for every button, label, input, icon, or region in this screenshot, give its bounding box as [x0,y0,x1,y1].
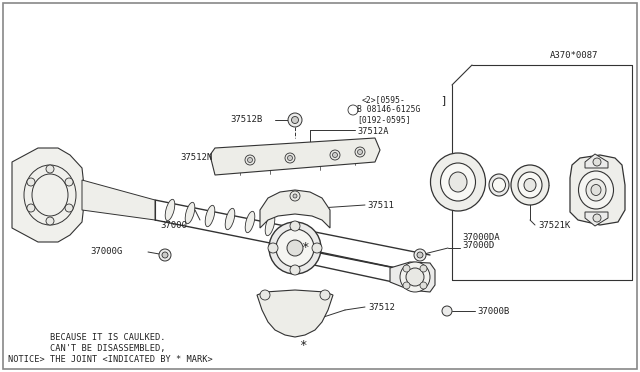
Ellipse shape [245,211,255,232]
Polygon shape [570,155,625,225]
Circle shape [27,178,35,186]
Ellipse shape [524,179,536,192]
Circle shape [593,214,601,222]
Text: 37511: 37511 [367,201,394,209]
Ellipse shape [400,262,430,292]
Circle shape [290,221,300,231]
Text: B 08146-6125G: B 08146-6125G [357,106,420,115]
Circle shape [291,116,298,124]
Ellipse shape [579,171,614,209]
Circle shape [420,265,427,272]
Circle shape [330,150,340,160]
Ellipse shape [586,179,606,201]
Circle shape [403,282,410,289]
Polygon shape [210,138,380,175]
Circle shape [248,157,253,163]
Ellipse shape [205,205,215,227]
Circle shape [65,204,73,212]
Text: <2>[0595-: <2>[0595- [362,96,406,105]
Text: 37512N: 37512N [180,154,212,163]
Polygon shape [257,290,333,337]
Circle shape [358,150,362,154]
Ellipse shape [591,185,601,196]
Text: BECAUSE IT IS CAULKED.: BECAUSE IT IS CAULKED. [8,333,166,342]
Ellipse shape [276,229,314,267]
Ellipse shape [225,208,235,230]
Ellipse shape [406,268,424,286]
Ellipse shape [269,222,321,274]
Circle shape [312,243,322,253]
Text: NOTICE> THE JOINT <INDICATED BY * MARK>: NOTICE> THE JOINT <INDICATED BY * MARK> [8,355,212,364]
Circle shape [27,204,35,212]
Circle shape [245,155,255,165]
Ellipse shape [518,172,542,198]
Polygon shape [82,180,155,220]
Text: *: * [301,241,308,254]
Text: *: * [300,339,307,352]
Ellipse shape [165,199,175,221]
Circle shape [162,252,168,258]
Circle shape [268,243,278,253]
Circle shape [287,155,292,160]
Polygon shape [585,212,608,226]
Circle shape [420,282,427,289]
Circle shape [260,290,270,300]
Text: 37000DA: 37000DA [462,232,500,241]
Circle shape [442,306,452,316]
Polygon shape [585,154,608,168]
Ellipse shape [287,240,303,256]
Polygon shape [12,148,85,242]
Text: ]: ] [440,95,447,105]
Circle shape [403,265,410,272]
Ellipse shape [493,178,506,192]
Text: 37512A: 37512A [357,128,388,137]
Circle shape [46,165,54,173]
Ellipse shape [449,172,467,192]
Ellipse shape [185,202,195,224]
Circle shape [288,113,302,127]
Ellipse shape [511,165,549,205]
Circle shape [414,249,426,261]
Circle shape [355,147,365,157]
Ellipse shape [489,174,509,196]
Circle shape [320,290,330,300]
Ellipse shape [431,153,486,211]
Text: [0192-0595]: [0192-0595] [357,115,411,125]
Polygon shape [390,262,435,292]
Text: CAN'T BE DISASSEMBLED,: CAN'T BE DISASSEMBLED, [8,344,166,353]
Text: 37512B: 37512B [230,115,262,125]
Circle shape [333,153,337,157]
Text: 37512: 37512 [368,302,395,311]
Text: 37000B: 37000B [477,307,509,315]
Circle shape [290,191,300,201]
Text: 37000G: 37000G [90,247,122,257]
Ellipse shape [265,214,275,236]
Text: 37000: 37000 [160,221,187,230]
Circle shape [290,265,300,275]
Ellipse shape [440,163,476,201]
Polygon shape [260,190,330,228]
Text: 37521K: 37521K [538,221,570,230]
Circle shape [293,194,297,198]
Circle shape [46,217,54,225]
Circle shape [65,178,73,186]
Circle shape [593,158,601,166]
Circle shape [159,249,171,261]
Text: 37000D: 37000D [462,241,494,250]
Circle shape [417,252,423,258]
Text: A370*0087: A370*0087 [550,51,598,60]
Circle shape [285,153,295,163]
